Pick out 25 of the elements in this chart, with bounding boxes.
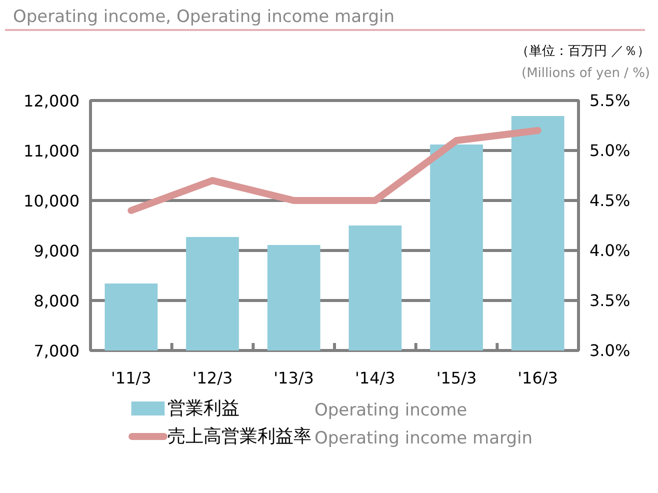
chart-title: Operating income, Operating income margin [13, 6, 394, 29]
y2-tick-label: 4.5% [590, 191, 630, 210]
x-tick-label: '14/3 [355, 368, 396, 388]
x-tick-label: '16/3 [518, 368, 558, 388]
text: (Millions of yen / %) [522, 66, 650, 81]
y2-tick-label: 5.0% [590, 141, 630, 160]
y2-tick-label: 3.5% [590, 291, 630, 310]
legend-label: 営業利益 [168, 398, 240, 419]
y-tick-label: 12,000 [24, 92, 80, 110]
y2-tick-label: 5.5% [590, 91, 630, 110]
y2-tick-label: 3.0% [590, 341, 630, 360]
legend-label: 売上高営業利益率 [168, 426, 312, 447]
y-tick-label: 7,000 [34, 342, 80, 360]
x-tick-label: '15/3 [436, 368, 477, 388]
y-tick-label: 10,000 [24, 192, 80, 210]
text: （単位：百万円 ／％） [516, 44, 650, 59]
x-tick-label: '11/3 [111, 368, 152, 388]
y2-tick-label: 4.0% [590, 241, 630, 260]
y-tick-label: 11,000 [24, 142, 80, 160]
text: Operating income margin [314, 428, 533, 448]
y-tick-label: 9,000 [34, 242, 80, 260]
x-tick-label: '12/3 [192, 368, 233, 388]
y-tick-label: 8,000 [34, 292, 80, 310]
text: Operating income [314, 400, 468, 420]
x-tick-label: '13/3 [274, 368, 314, 388]
